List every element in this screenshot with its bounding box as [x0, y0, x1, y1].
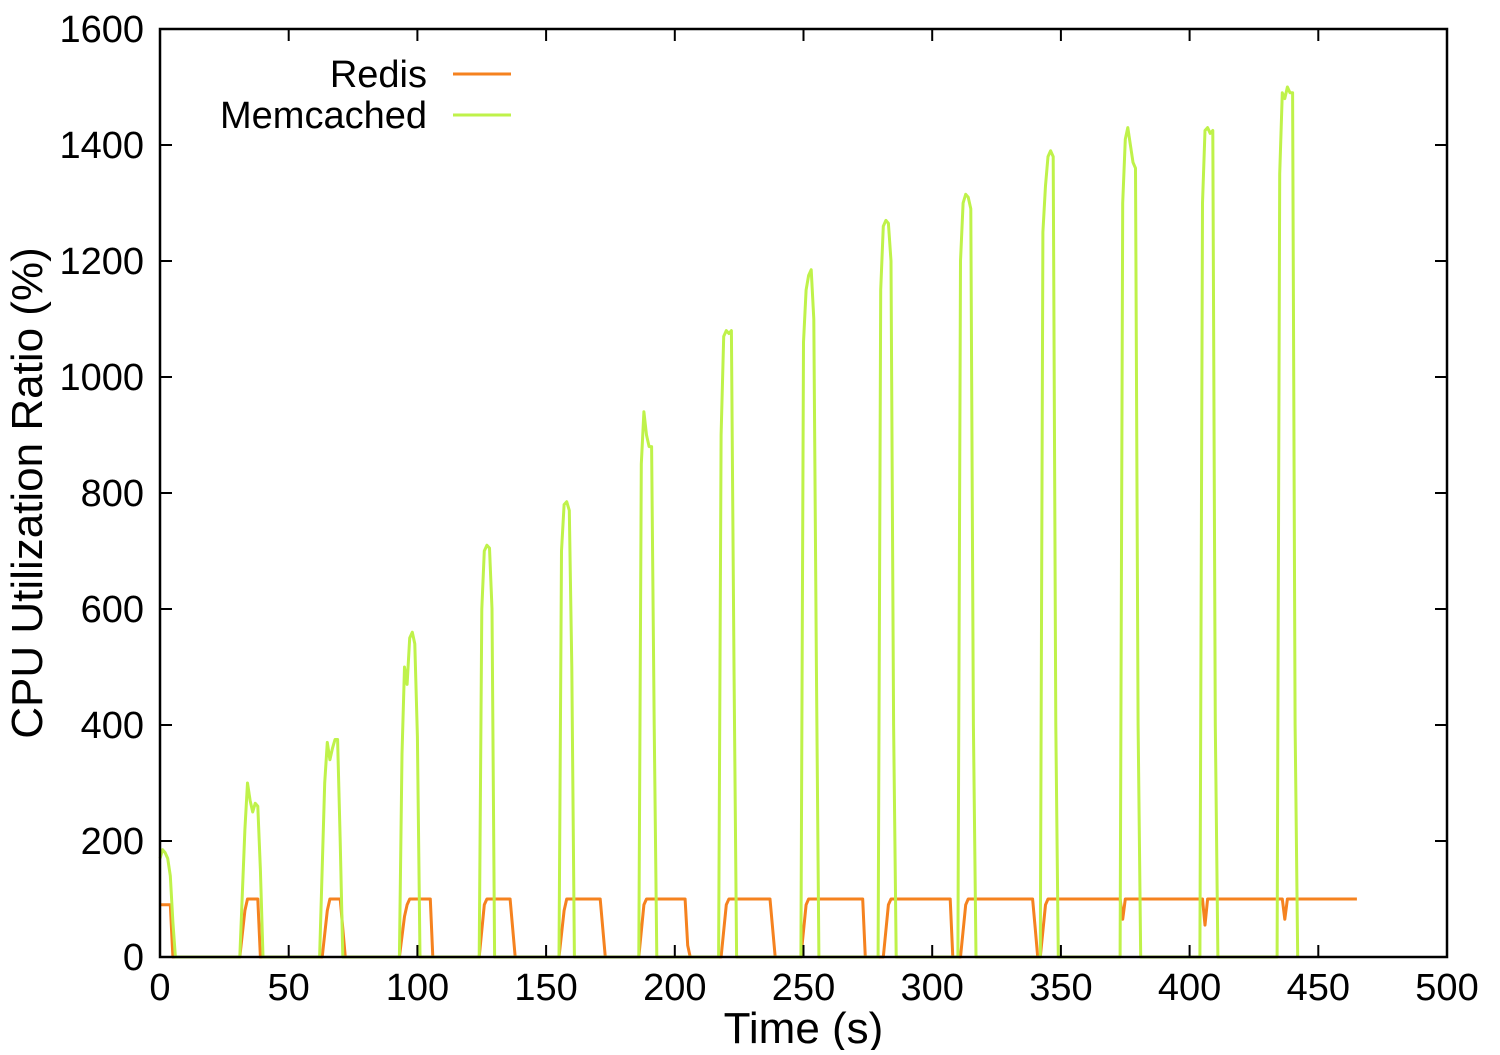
x-tick-label: 0: [149, 967, 170, 1009]
y-tick-label: 200: [81, 821, 144, 863]
x-tick-label: 250: [772, 967, 835, 1009]
y-tick-label: 0: [123, 937, 144, 979]
y-tick-label: 1600: [59, 9, 144, 51]
x-tick-label: 400: [1158, 967, 1221, 1009]
plot-marks: [158, 85, 1357, 959]
x-tick-label: 200: [643, 967, 706, 1009]
x-tick-label: 150: [514, 967, 577, 1009]
y-tick-label: 400: [81, 705, 144, 747]
x-tick-label: 350: [1029, 967, 1092, 1009]
series-line-redis: [160, 897, 1357, 959]
axis-ticks: 0 50 100 150 200 250 300 350 400 450 500 0 200 400 600…: [59, 9, 1478, 1009]
y-tick-label: 1000: [59, 357, 144, 399]
y-tick-label: 1400: [59, 125, 144, 167]
x-tick-label: 450: [1287, 967, 1350, 1009]
legend-label-memcached: Memcached: [220, 95, 427, 137]
y-axis-title: CPU Utilization Ratio (%): [3, 247, 52, 738]
x-axis-title: Time (s): [724, 1004, 884, 1050]
x-tick-label: 500: [1415, 967, 1478, 1009]
y-tick-label: 600: [81, 589, 144, 631]
y-tick-label: 800: [81, 473, 144, 515]
x-tick-label: 50: [268, 967, 310, 1009]
y-tick-label: 1200: [59, 241, 144, 283]
series-line-memcached: [158, 85, 1300, 959]
x-tick-label: 300: [900, 967, 963, 1009]
x-tick-label: 100: [386, 967, 449, 1009]
legend-label-redis: Redis: [330, 54, 427, 96]
